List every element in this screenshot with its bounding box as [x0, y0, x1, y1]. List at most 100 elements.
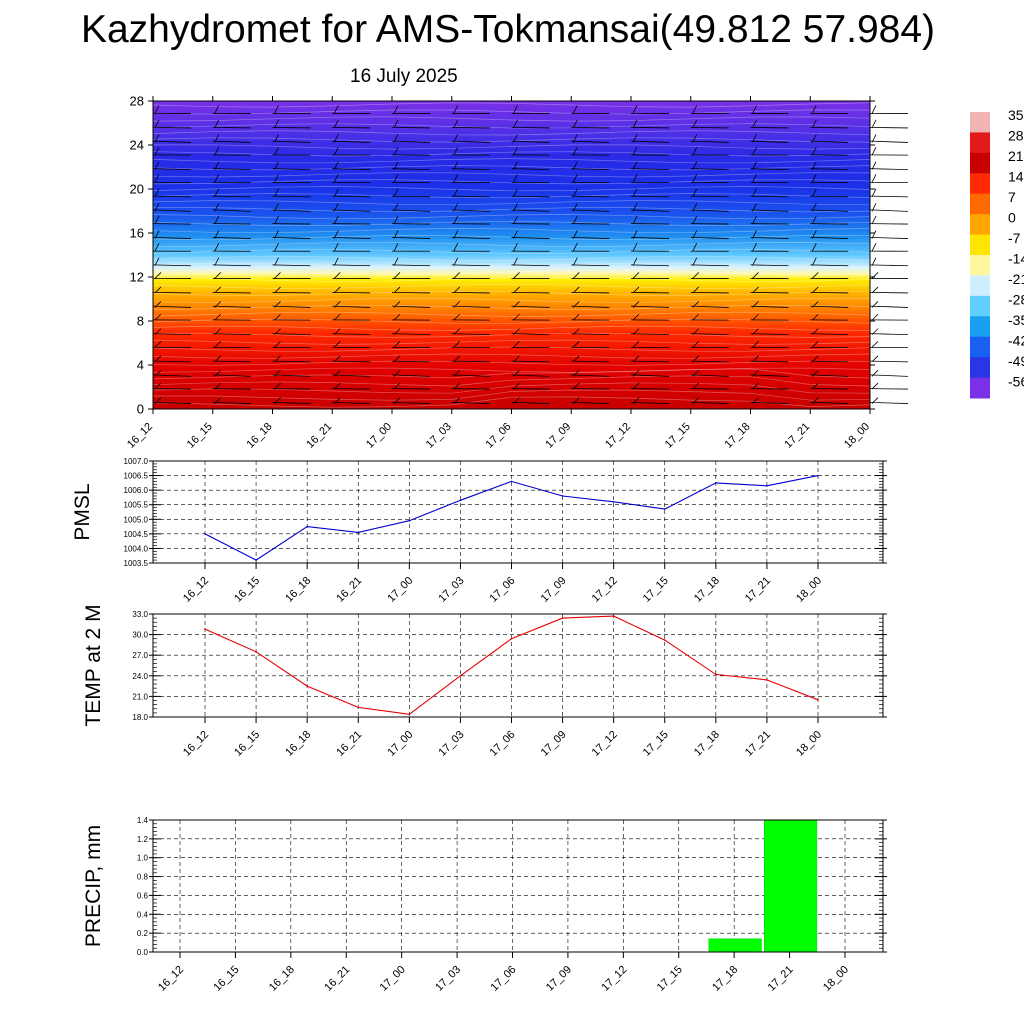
wind-barb	[869, 146, 909, 156]
x-tick-label: 17_12	[603, 421, 633, 451]
x-tick-label: 17_15	[663, 421, 693, 451]
colorbar-label: -56	[1008, 374, 1024, 390]
colorbar-label: 7	[1008, 189, 1016, 205]
wind-barb	[511, 313, 550, 321]
wind-barb	[511, 146, 550, 156]
wind-barb	[451, 370, 490, 377]
wind-barb	[750, 188, 789, 198]
wind-barb	[272, 134, 311, 143]
colorbar-swatch	[970, 193, 990, 215]
x-tick-label: 16_15	[232, 575, 262, 605]
cross-section-panel: 0 4 8 12 16 20 24 28 16_12 16_15 16_18 16_21 17_00 17…	[125, 94, 909, 451]
wind-barb	[750, 105, 789, 115]
wind-barb	[571, 328, 610, 336]
x-tick-label: 16_21	[334, 575, 364, 605]
wind-barb	[630, 257, 670, 267]
wind-barb	[511, 382, 550, 390]
wind-barb	[212, 257, 251, 267]
wind-barb	[391, 382, 431, 390]
colorbar: 35 28 21 14 7 0 -7 -14 -21 -28 -35 -42 -49 -56	[970, 107, 1024, 399]
wind-barb	[690, 397, 729, 404]
wind-barb	[391, 286, 431, 294]
y-tick-label: 24	[130, 138, 144, 153]
wind-barb	[332, 397, 371, 404]
pmsl-point	[715, 482, 717, 484]
wind-barb	[391, 257, 431, 267]
x-tick-label: 16_18	[267, 964, 297, 994]
wind-barb	[152, 397, 192, 404]
wind-barb	[690, 328, 729, 336]
temp-point	[817, 699, 819, 701]
wind-barb	[451, 119, 490, 129]
wind-barb	[451, 257, 490, 267]
colorbar-swatch	[970, 377, 990, 399]
pmsl-point	[459, 499, 462, 502]
wind-barb	[391, 174, 431, 183]
contour-line	[152, 151, 871, 157]
temp-point	[561, 617, 564, 619]
wind-barb	[152, 203, 192, 212]
x-tick-label: 18_00	[794, 575, 824, 605]
wind-barb	[152, 188, 192, 198]
wind-barb	[212, 397, 251, 404]
wind-barb	[869, 286, 909, 294]
wind-barb	[750, 370, 789, 377]
wind-barb	[630, 397, 670, 404]
y-tick-label: 12	[130, 270, 144, 285]
wind-barb	[391, 146, 431, 156]
contour-lines	[152, 102, 871, 408]
wind-barb	[630, 243, 670, 252]
wind-barb	[630, 203, 670, 212]
wind-barb	[272, 328, 311, 336]
chart-subtitle: 16 July 2025	[350, 66, 458, 87]
wind-barb	[152, 341, 192, 348]
wind-barb	[571, 301, 610, 308]
wind-barb	[451, 272, 490, 280]
wind-barb	[332, 301, 371, 308]
wind-barb	[869, 188, 909, 198]
wind-barb	[332, 161, 371, 171]
wind-barb	[391, 161, 431, 171]
wind-barb	[630, 174, 670, 183]
wind-barb	[152, 313, 192, 321]
x-tick-label: 16_18	[283, 729, 313, 759]
wind-barb	[451, 341, 490, 348]
wind-barb	[690, 174, 729, 183]
x-tick-label: 17_03	[424, 421, 454, 451]
x-tick-label: 16_18	[283, 575, 313, 605]
wind-barb	[571, 272, 610, 280]
y-tick-label: 0.2	[137, 929, 149, 938]
wind-barb	[571, 382, 610, 390]
y-axis-title: TEMP at 2 M	[82, 604, 105, 726]
wind-barb	[332, 272, 371, 280]
wind-barb	[451, 146, 490, 156]
wind-barb	[571, 397, 610, 404]
x-tick-label: 17_18	[692, 729, 722, 759]
wind-barb	[272, 382, 311, 390]
y-tick-label: 21.0	[132, 692, 148, 701]
contour-line	[152, 367, 871, 373]
wind-barb	[810, 243, 849, 252]
wind-barb	[152, 355, 192, 363]
wind-barb	[511, 272, 550, 280]
wind-barb	[869, 328, 909, 336]
contour-line	[152, 332, 871, 338]
wind-barb	[391, 313, 431, 321]
wind-barb	[869, 370, 909, 377]
wind-barb	[152, 257, 192, 267]
wind-barb	[152, 174, 192, 183]
wind-barb	[332, 370, 371, 377]
colorbar-swatch	[970, 316, 990, 338]
x-tick-label: 17_21	[743, 729, 773, 759]
y-axis-title: PRECIP, mm	[82, 825, 105, 947]
wind-barb	[511, 188, 550, 198]
panel-frame	[152, 613, 884, 718]
x-tick-label: 17_03	[436, 729, 466, 759]
wind-barb	[272, 355, 311, 363]
wind-barb	[810, 355, 849, 363]
wind-barb	[332, 313, 371, 321]
x-tick-label: 17_00	[385, 729, 415, 759]
wind-barb	[630, 341, 670, 348]
x-tick-label: 18_00	[794, 729, 824, 759]
y-tick-label: 0.4	[137, 910, 149, 919]
